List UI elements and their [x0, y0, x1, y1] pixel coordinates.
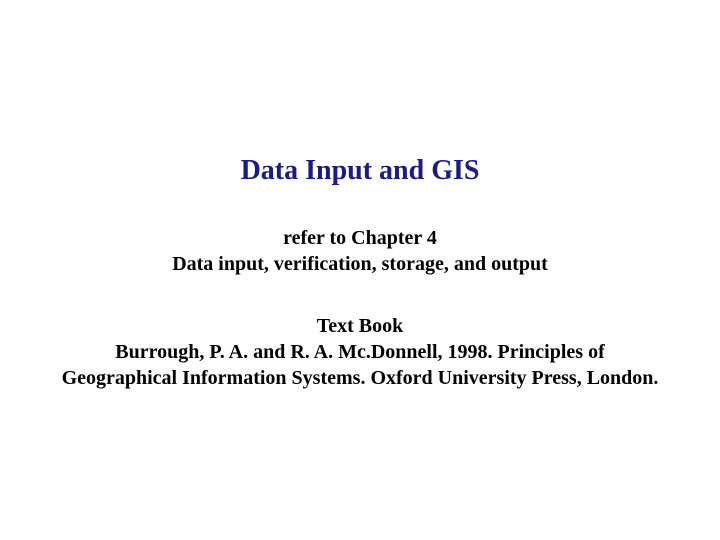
- reference-heading: Text Book: [60, 313, 660, 339]
- reference-text: Burrough, P. A. and R. A. Mc.Donnell, 19…: [60, 339, 660, 391]
- slide-title: Data Input and GIS: [0, 155, 720, 187]
- subtitle-line-2: Data input, verification, storage, and o…: [0, 251, 720, 277]
- slide-container: Data Input and GIS refer to Chapter 4 Da…: [0, 0, 720, 540]
- subtitle-block: refer to Chapter 4 Data input, verificat…: [0, 225, 720, 277]
- subtitle-line-1: refer to Chapter 4: [0, 225, 720, 251]
- reference-block: Text Book Burrough, P. A. and R. A. Mc.D…: [0, 313, 720, 391]
